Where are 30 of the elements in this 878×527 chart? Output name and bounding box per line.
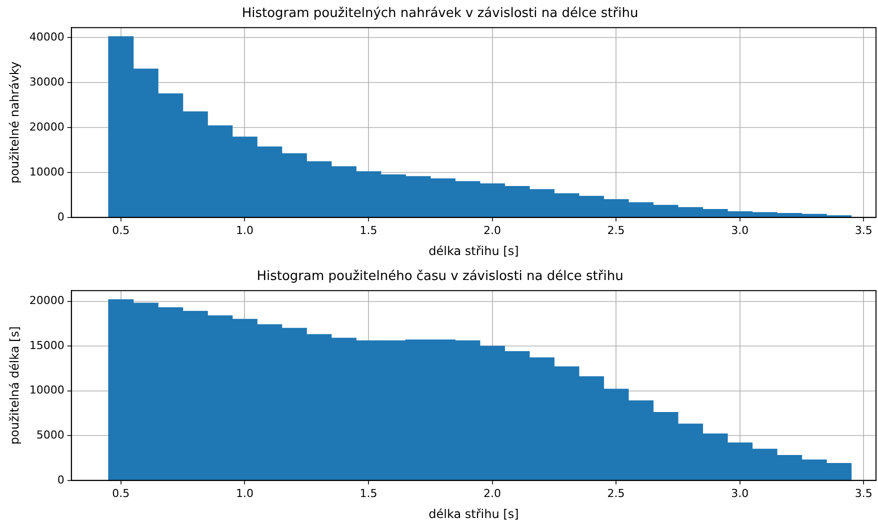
y-tick-label: 15000 <box>29 338 64 352</box>
x-tick-label: 3.5 <box>854 224 872 237</box>
x-tick-label: 3.0 <box>731 224 749 237</box>
y-tick-label: 10000 <box>29 384 64 397</box>
y-tick-label: 20000 <box>29 294 64 308</box>
y-tick-label: 0 <box>57 210 64 224</box>
x-tick-label: 1.5 <box>360 224 378 237</box>
x-tick-label: 0.5 <box>112 224 130 237</box>
y-tick-label: 0 <box>57 473 64 486</box>
y-axis-title: použitelná délka [s] <box>7 326 22 445</box>
x-tick-label: 0.5 <box>112 486 130 500</box>
x-tick-label: 3.0 <box>731 486 749 500</box>
x-tick-label: 1.0 <box>236 486 254 500</box>
y-tick-label: 20000 <box>29 120 64 134</box>
y-tick-label: 10000 <box>29 165 64 178</box>
y-tick-label: 30000 <box>29 75 64 88</box>
y-axis-title: použitelné nahrávky <box>7 62 22 184</box>
x-axis-title: délka střihu [s] <box>428 244 519 258</box>
chart-title: Histogram použitelného času v závislosti na délce střihu <box>256 269 624 284</box>
chart-title: Histogram použitelných nahrávek v závislosti na délce střihu <box>242 6 638 22</box>
y-tick-label: 5000 <box>36 428 64 442</box>
x-tick-label: 1.5 <box>360 486 378 500</box>
x-tick-label: 2.0 <box>484 224 502 237</box>
x-axis-title: délka střihu [s] <box>428 506 519 521</box>
y-tick-label: 40000 <box>29 30 64 44</box>
x-tick-label: 1.0 <box>236 224 254 237</box>
x-tick-label: 3.5 <box>854 486 872 500</box>
x-tick-label: 2.5 <box>607 486 625 500</box>
x-tick-label: 2.5 <box>607 224 625 237</box>
x-tick-label: 2.0 <box>484 486 502 500</box>
